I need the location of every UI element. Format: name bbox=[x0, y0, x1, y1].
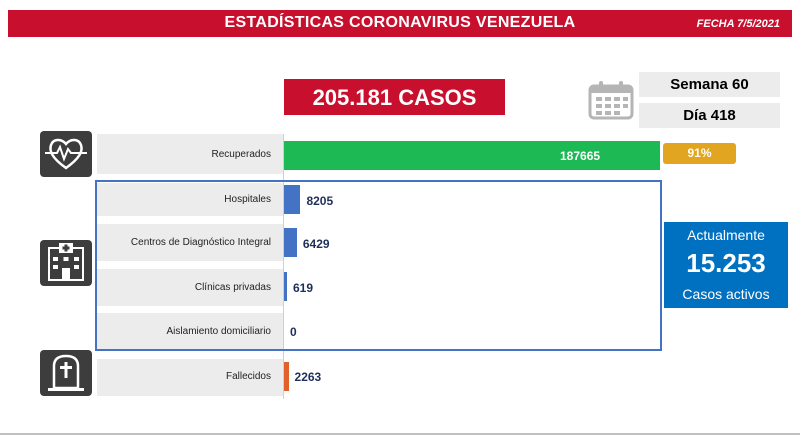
label-cdi: Centros de Diagnóstico Integral bbox=[130, 237, 271, 248]
value-deaths: 2263 bbox=[294, 370, 322, 384]
value-home-isolation: 0 bbox=[290, 325, 297, 339]
heart-pulse-icon bbox=[40, 131, 92, 177]
header-bar: ESTADÍSTICAS CORONAVIRUS VENEZUELA FECHA… bbox=[8, 10, 792, 37]
row-bg-hospitals bbox=[97, 183, 283, 216]
axis-line bbox=[283, 134, 284, 399]
row-bg-private-clinics bbox=[97, 269, 283, 306]
hospitalized-frame bbox=[95, 180, 662, 351]
total-cases-text: 205.181 CASOS bbox=[312, 85, 477, 110]
label-home-isolation: Aislamiento domiciliario bbox=[166, 326, 271, 337]
header-title: ESTADÍSTICAS CORONAVIRUS VENEZUELA bbox=[224, 14, 576, 31]
value-recovered: 187665 bbox=[560, 149, 601, 163]
recovered-percent-text: 91% bbox=[687, 146, 712, 160]
label-deaths: Fallecidos bbox=[225, 371, 271, 382]
bar-recovered bbox=[284, 141, 660, 170]
bar-private-clinics bbox=[284, 272, 287, 301]
value-cdi: 6429 bbox=[302, 237, 330, 251]
value-private-clinics: 619 bbox=[293, 281, 314, 295]
active-cases-box: Actualmente 15.253 Casos activos bbox=[664, 222, 788, 308]
bar-deaths bbox=[284, 362, 289, 391]
hospital-building-icon bbox=[40, 240, 92, 286]
row-bg-deaths bbox=[97, 359, 283, 396]
bar-hospitals bbox=[284, 185, 301, 214]
week-text: Semana 60 bbox=[670, 76, 749, 93]
day-box: Día 418 bbox=[639, 103, 780, 128]
label-recovered: Recuperados bbox=[211, 149, 271, 160]
header-date: FECHA 7/5/2021 bbox=[696, 18, 780, 30]
bottom-rule bbox=[0, 433, 800, 435]
row-bg-recovered bbox=[97, 134, 283, 174]
active-label: Casos activos bbox=[682, 286, 770, 302]
tombstone-icon bbox=[40, 350, 92, 396]
total-cases-box: 205.181 CASOS bbox=[284, 79, 505, 115]
row-bg-home-isolation bbox=[97, 313, 283, 349]
row-bg-cdi bbox=[97, 224, 283, 261]
calendar-icon bbox=[588, 80, 634, 120]
active-count: 15.253 bbox=[686, 248, 766, 278]
recovered-percent-badge: 91% bbox=[663, 143, 736, 164]
value-hospitals: 8205 bbox=[306, 194, 334, 208]
label-hospitals: Hospitales bbox=[224, 194, 271, 205]
week-box: Semana 60 bbox=[639, 72, 780, 97]
label-private-clinics: Clínicas privadas bbox=[194, 282, 271, 293]
active-heading: Actualmente bbox=[687, 227, 765, 243]
day-text: Día 418 bbox=[683, 107, 736, 124]
bar-cdi bbox=[284, 228, 297, 257]
